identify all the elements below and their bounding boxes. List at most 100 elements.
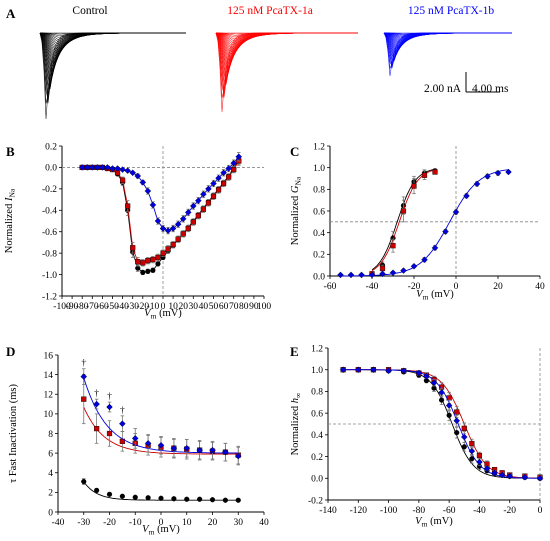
y-tick-label: 1.0 <box>311 366 323 376</box>
data-point <box>89 164 96 171</box>
x-tick-label: -40 <box>366 282 379 292</box>
data-point <box>155 261 161 267</box>
y-tick-label: 2 <box>48 489 53 499</box>
data-point <box>505 168 512 176</box>
current-trace <box>39 32 186 72</box>
significance-dagger: † <box>94 389 99 399</box>
series-control <box>81 478 241 503</box>
data-point <box>498 471 506 479</box>
trace-title-pcatx-1b: 125 nM PcaTX-1b <box>408 5 494 17</box>
data-point <box>222 497 228 503</box>
y-tick-label: 0.6 <box>311 409 323 419</box>
data-point <box>140 269 146 276</box>
panel-a-letter: A <box>6 6 16 21</box>
x-tick-label: -20 <box>503 506 516 516</box>
current-traces <box>39 32 512 120</box>
data-point <box>476 458 483 466</box>
data-point <box>184 496 190 502</box>
y-tick-label: 0.2 <box>313 251 325 261</box>
data-point <box>347 271 355 279</box>
panel-d: D -40 -30 -20 -10 0 10 20 30 40 0 2 4 6 8 10 12 14 16 Vm (m… <box>6 344 269 537</box>
x-tick-label: 20 <box>178 302 188 312</box>
data-point <box>114 165 121 172</box>
x-tick-label: -20 <box>136 302 149 312</box>
x-tick-label: 10 <box>182 518 192 528</box>
data-point <box>135 259 141 265</box>
data-point <box>461 425 467 431</box>
x-tick-label: -40 <box>473 506 486 516</box>
x-tick-label: -20 <box>408 282 421 292</box>
panel-letter: B <box>6 144 15 159</box>
x-tick-label: -30 <box>126 302 139 312</box>
y-axis-label: Normalized h∞ <box>290 393 303 456</box>
x-tick-label: -40 <box>52 518 65 528</box>
x-tick-label: 0 <box>159 518 164 528</box>
data-point <box>154 217 162 225</box>
data-point <box>81 478 87 485</box>
data-point <box>144 187 152 195</box>
current-trace <box>215 32 358 72</box>
x-tick-label: -100 <box>380 506 398 516</box>
data-point <box>140 260 146 266</box>
data-point <box>158 495 164 501</box>
data-point <box>183 444 191 452</box>
x-tick-label: -60 <box>324 282 337 292</box>
data-point <box>94 164 101 171</box>
x-tick-label: 20 <box>493 282 503 292</box>
data-point <box>210 193 217 199</box>
data-point <box>150 256 156 263</box>
data-point <box>430 379 438 387</box>
data-point <box>463 192 470 200</box>
data-point <box>461 444 467 450</box>
y-tick-label: 1.0 <box>313 164 325 174</box>
data-point <box>337 271 344 279</box>
data-point <box>453 417 460 425</box>
data-point <box>452 208 460 216</box>
data-point <box>119 177 126 183</box>
data-point <box>445 402 453 409</box>
data-point <box>230 159 237 167</box>
data-point <box>164 227 172 234</box>
x-axis-label: Vm (mV) <box>142 524 180 537</box>
data-point <box>483 465 491 472</box>
panel-a: A Control 125 nM PcaTX-1a 125 nM PcaTX-1… <box>6 5 512 120</box>
x-tick-label: 60 <box>219 302 229 312</box>
y-tick-label: 0.0 <box>45 164 57 174</box>
current-trace <box>39 32 186 42</box>
y-tick-label: 14 <box>44 371 54 381</box>
x-tick-label: -50 <box>106 302 119 312</box>
x-tick-label: -80 <box>413 506 426 516</box>
data-point <box>190 202 197 210</box>
x-tick-label: -30 <box>77 518 90 528</box>
current-trace <box>39 32 186 120</box>
data-point <box>421 256 428 264</box>
data-point <box>370 366 377 373</box>
panel-letter: C <box>290 144 299 159</box>
y-tick-label: 0.0 <box>311 475 323 485</box>
y-tick-label: 6 <box>48 449 53 459</box>
data-point <box>139 179 147 186</box>
data-point <box>197 496 203 502</box>
data-point <box>129 169 136 177</box>
trace-set-1 <box>215 32 358 113</box>
data-point <box>104 164 111 171</box>
data-point <box>389 269 397 277</box>
data-point <box>215 187 222 193</box>
y-tick-label: 0.4 <box>313 229 325 239</box>
data-point <box>175 236 181 242</box>
fit-line <box>82 160 240 264</box>
data-point <box>106 403 113 411</box>
x-tick-label: 80 <box>239 302 249 312</box>
plots: B-100-90-80-70-60-50-40-30-20-10 0 10 20 30 4… <box>4 142 545 536</box>
x-tick-label: 0 <box>538 506 543 516</box>
trace-set-0 <box>39 32 186 120</box>
data-point <box>94 487 100 494</box>
data-point <box>421 172 428 178</box>
data-point <box>78 164 86 171</box>
data-point <box>410 262 418 270</box>
panel-e: E -140 -120 -100 -80 -60 -40 -20 0 -0.2 0.0 0.2 0.4 0… <box>290 344 544 529</box>
series-pcatx_1b <box>337 168 512 279</box>
data-point <box>454 409 460 415</box>
x-tick-label: 20 <box>208 518 218 528</box>
data-point <box>119 166 126 173</box>
